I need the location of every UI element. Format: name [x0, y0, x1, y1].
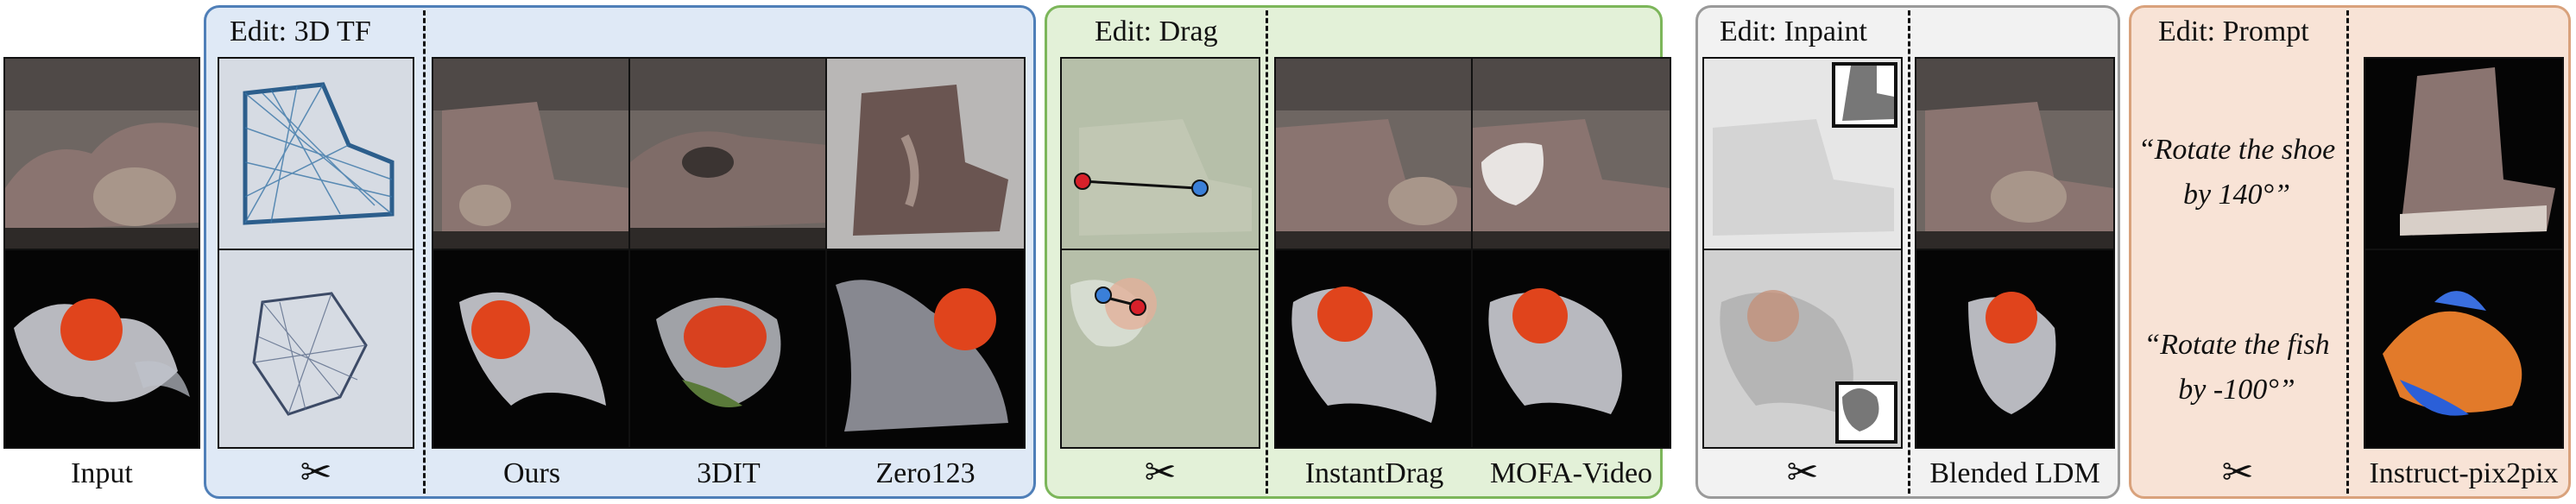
scissors-icon: ✂ [1144, 451, 1177, 494]
tf-shoe-mesh-image [218, 57, 414, 252]
separator-drag [1266, 10, 1268, 494]
blended-ldm-shoe-image [1915, 57, 2115, 252]
title-drag: Edit: Drag [1095, 16, 1218, 47]
scissors-icon: ✂ [300, 451, 332, 494]
caption-ip2p: Instruct-pix2pix [2369, 457, 2559, 489]
title-prompt: Edit: Prompt [2158, 16, 2309, 47]
inpaint-shoe-input-image [1702, 57, 1903, 252]
caption-mofa: MOFA-Video [1489, 457, 1653, 489]
blended-ldm-fish-image [1915, 249, 2115, 449]
inpaint-fish-input-image [1702, 249, 1903, 449]
separator-tf [423, 10, 426, 494]
separator-inpaint [1908, 10, 1910, 494]
instantdrag-fish-image [1274, 249, 1474, 449]
mofa-fish-image [1471, 249, 1671, 449]
input-fish-image [3, 249, 200, 449]
title-3d-tf: Edit: 3D TF [230, 16, 371, 47]
ip2p-shoe-image [2364, 57, 2564, 252]
caption-blended-ldm: Blended LDM [1929, 457, 2100, 489]
scissors-icon: ✂ [2221, 451, 2254, 494]
caption-instantdrag: InstantDrag [1304, 457, 1444, 489]
tf-fish-mesh-image [218, 249, 414, 449]
zero123-shoe-image [825, 57, 1026, 252]
ours-fish-image [432, 249, 632, 449]
caption-ours: Ours [502, 457, 561, 489]
ours-shoe-image [432, 57, 632, 252]
caption-3dit: 3DIT [697, 457, 761, 489]
title-inpaint: Edit: Inpaint [1720, 16, 1867, 47]
input-shoe-image [3, 57, 200, 252]
prompt-shoe: “Rotate the shoe by 140°” [2137, 134, 2336, 211]
3dit-fish-image [628, 249, 829, 449]
drag-fish-input-image [1060, 249, 1260, 449]
scissors-icon: ✂ [1786, 451, 1819, 494]
ip2p-fish-image [2364, 249, 2564, 449]
mofa-shoe-image [1471, 57, 1671, 252]
3dit-shoe-image [628, 57, 829, 252]
instantdrag-shoe-image [1274, 57, 1474, 252]
prompt-fish: “Rotate the fish by -100°” [2144, 329, 2330, 406]
drag-shoe-input-image [1060, 57, 1260, 252]
caption-zero123: Zero123 [875, 457, 975, 489]
separator-prompt [2346, 10, 2349, 494]
zero123-fish-image [825, 249, 1026, 449]
caption-input: Input [71, 457, 133, 489]
